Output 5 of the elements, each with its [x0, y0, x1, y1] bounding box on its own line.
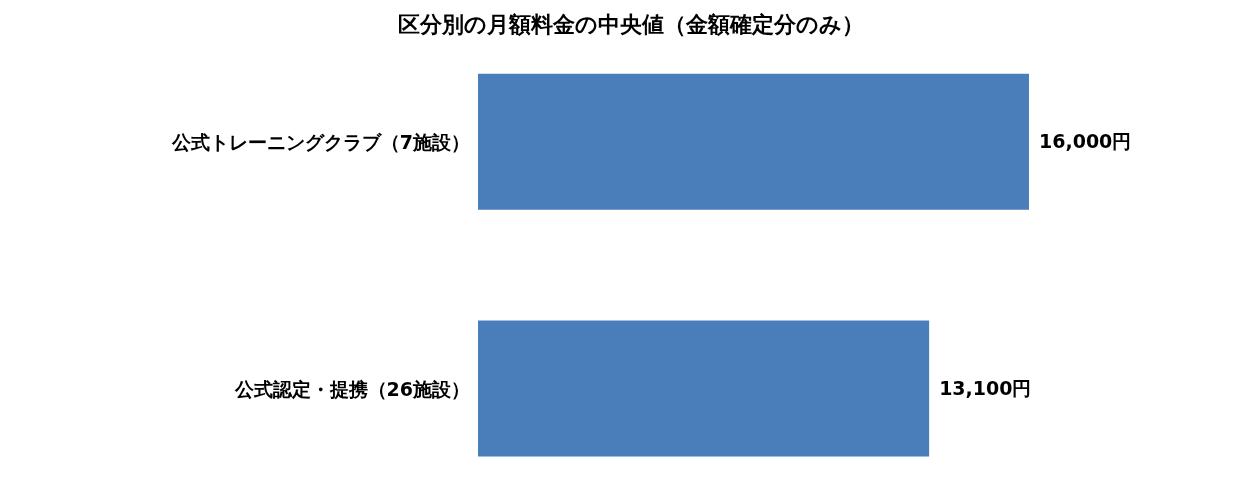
- y-tick-label: 公式トレーニングクラブ（7施設）: [170, 130, 470, 153]
- data-label: 13,100円: [939, 377, 1032, 400]
- data-label: 16,000円: [1039, 130, 1132, 153]
- chart-title: 区分別の月額料金の中央値（金額確定分のみ）: [396, 11, 865, 39]
- y-tick-label: 公式認定・提携（26施設）: [233, 377, 470, 400]
